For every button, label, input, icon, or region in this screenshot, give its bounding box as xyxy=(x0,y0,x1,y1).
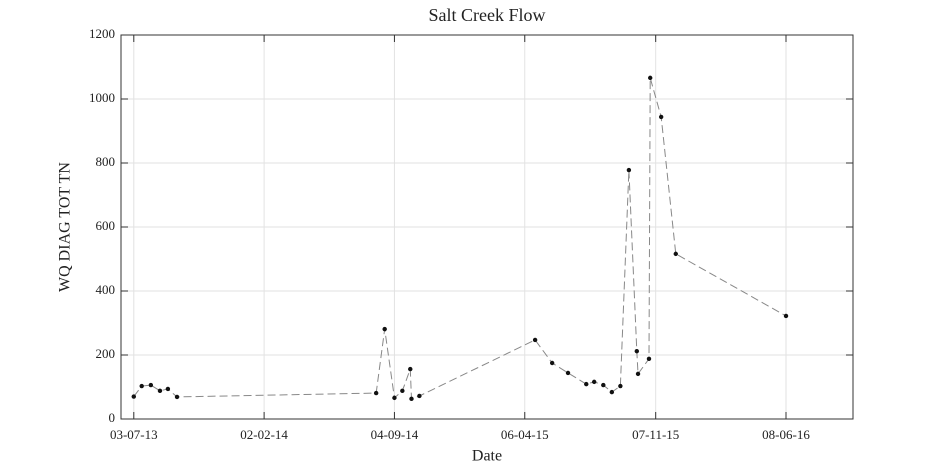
x-tick-label: 04-09-14 xyxy=(371,427,419,442)
data-point xyxy=(392,395,397,401)
data-point xyxy=(148,382,154,388)
x-tick-label: 08-06-16 xyxy=(762,427,810,442)
data-point xyxy=(634,348,640,354)
data-point xyxy=(658,114,664,120)
y-axis-label: WQ DIAG TOT TN xyxy=(57,162,74,292)
data-point xyxy=(646,356,652,362)
data-point xyxy=(139,383,144,389)
data-point xyxy=(783,313,789,319)
data-point xyxy=(549,360,555,366)
x-tick-label: 06-04-15 xyxy=(501,427,549,442)
x-tick-label: 07-11-15 xyxy=(632,427,679,442)
data-point xyxy=(601,382,606,388)
data-point xyxy=(626,167,632,173)
data-point xyxy=(174,394,180,400)
x-axis-label: Date xyxy=(472,448,502,465)
data-point xyxy=(565,370,571,376)
data-point xyxy=(409,396,414,402)
axes-frame xyxy=(120,34,854,420)
data-point xyxy=(591,379,597,385)
y-tick-label: 200 xyxy=(96,346,116,361)
data-point xyxy=(400,388,405,394)
x-tick-label: 03-07-13 xyxy=(110,427,158,442)
data-point xyxy=(131,394,136,399)
data-point xyxy=(635,371,641,377)
data-point xyxy=(373,390,379,396)
data-point xyxy=(408,366,413,372)
data-point xyxy=(584,381,589,387)
y-tick-label: 600 xyxy=(96,218,116,233)
data-point xyxy=(417,393,422,399)
data-point xyxy=(609,389,615,395)
y-tick-label: 800 xyxy=(96,154,116,169)
x-tick-label: 02-02-14 xyxy=(240,427,288,442)
data-point xyxy=(618,383,623,389)
y-tick-label: 1200 xyxy=(89,26,115,41)
data-point xyxy=(382,326,387,332)
chart-title: Salt Creek Flow xyxy=(429,5,546,25)
y-tick-label: 400 xyxy=(96,282,116,297)
y-tick-label: 0 xyxy=(109,410,116,425)
data-point xyxy=(157,388,163,394)
y-tick-label: 1000 xyxy=(89,90,115,105)
data-point xyxy=(648,75,653,81)
data-point xyxy=(673,251,678,257)
data-point xyxy=(532,337,538,343)
data-point xyxy=(165,386,171,392)
